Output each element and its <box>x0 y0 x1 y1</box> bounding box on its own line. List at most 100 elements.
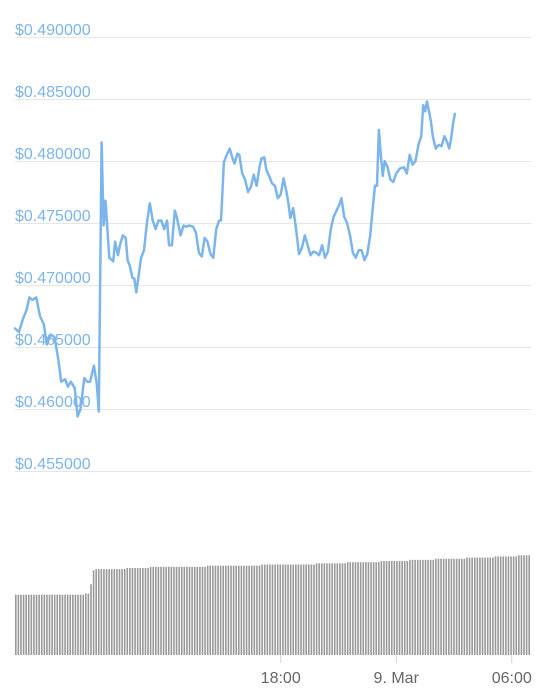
volume-bar <box>175 566 178 655</box>
volume-bar <box>214 565 217 655</box>
y-tick-label: $0.480000 <box>15 146 91 163</box>
volume-bar <box>20 594 22 655</box>
volume-bar <box>108 569 110 655</box>
volume-bar <box>82 594 85 655</box>
volume-bar <box>367 562 370 655</box>
volume-bar <box>48 594 51 655</box>
volume-bar <box>320 563 323 655</box>
volume-bar <box>66 594 69 655</box>
volume-bar <box>282 564 284 655</box>
volume-bar <box>227 565 230 655</box>
volume-bar <box>77 594 79 655</box>
volume-bar <box>269 564 271 655</box>
volume-bar <box>43 594 46 655</box>
volume-bar <box>250 565 253 655</box>
volume-bar <box>365 562 367 655</box>
volume-bar <box>85 593 87 655</box>
volume-bar <box>222 565 225 655</box>
volume-bar <box>204 566 206 655</box>
volume-bar <box>328 563 331 655</box>
volume-bar <box>341 563 344 655</box>
volume-bar <box>178 566 180 655</box>
volume-bar <box>199 566 201 655</box>
volume-bar <box>100 569 103 655</box>
volume-bar <box>435 558 437 655</box>
volume-bar <box>414 559 416 655</box>
volume-bar <box>90 584 92 655</box>
y-tick-label: $0.455000 <box>15 456 91 473</box>
volume-bar <box>453 558 455 655</box>
volume-bar <box>162 566 165 655</box>
volume-bar <box>186 566 188 655</box>
volume-bar <box>427 559 429 655</box>
y-tick-label: $0.490000 <box>15 22 91 39</box>
volume-bar <box>313 564 315 655</box>
volume-bar <box>232 565 235 655</box>
volume-bar <box>56 594 59 655</box>
volume-bar <box>243 565 245 655</box>
volume-bar <box>468 557 471 655</box>
volume-bar <box>398 561 401 655</box>
volume-bar <box>442 558 445 655</box>
volume-bar <box>318 563 320 655</box>
volume-bar <box>396 561 398 655</box>
volume-bar <box>510 556 512 655</box>
y-tick-label: $0.470000 <box>15 270 91 287</box>
volume-bar <box>424 559 427 655</box>
volume-bar <box>518 555 520 655</box>
volume-bar <box>97 569 100 655</box>
volume-bar <box>378 562 380 655</box>
volume-bar <box>263 564 266 655</box>
volume-bar <box>333 563 336 655</box>
volume-bar <box>352 562 354 655</box>
volume-bar <box>225 565 227 655</box>
volume-bar <box>217 565 219 655</box>
volume-bar <box>416 559 419 655</box>
volume-bar <box>292 564 295 655</box>
volume-bar <box>253 565 256 655</box>
volume-bar <box>450 558 453 655</box>
volume-bar <box>167 566 170 655</box>
volume-bar <box>287 564 289 655</box>
volume-bar <box>489 557 492 655</box>
price-line <box>13 100 457 418</box>
volume-bar <box>502 556 505 655</box>
volume-bar <box>74 594 77 655</box>
volume-bars <box>15 555 530 655</box>
volume-bar <box>230 565 232 655</box>
volume-bar <box>245 565 248 655</box>
volume-bar <box>448 558 450 655</box>
volume-bar <box>95 569 97 655</box>
y-tick-label: $0.465000 <box>15 332 91 349</box>
volume-bar <box>25 594 27 655</box>
volume-bar <box>515 556 518 655</box>
volume-bar <box>331 563 333 655</box>
volume-bar <box>481 557 484 655</box>
volume-bar <box>61 594 64 655</box>
y-tick-label: $0.460000 <box>15 394 91 411</box>
volume-bar <box>499 556 502 655</box>
volume-bar <box>274 564 276 655</box>
volume-bar <box>497 556 499 655</box>
volume-bar <box>170 566 173 655</box>
volume-bar <box>87 593 90 655</box>
volume-bar <box>437 558 440 655</box>
volume-bar <box>458 558 460 655</box>
volume-bar <box>266 564 269 655</box>
volume-bar <box>336 563 339 655</box>
y-tick-label: $0.485000 <box>15 84 91 101</box>
volume-bar <box>403 561 406 655</box>
volume-bar <box>310 564 313 655</box>
volume-bar <box>201 566 204 655</box>
volume-bar <box>118 569 121 655</box>
volume-bar <box>92 570 95 655</box>
volume-bar <box>357 562 359 655</box>
volume-bar <box>432 559 435 655</box>
volume-bar <box>271 564 274 655</box>
volume-bar <box>339 563 341 655</box>
x-tick-label: 18:00 <box>261 670 301 687</box>
volume-bar <box>466 557 468 655</box>
volume-bar <box>354 562 357 655</box>
volume-bar <box>463 558 466 655</box>
gridlines <box>15 37 531 472</box>
